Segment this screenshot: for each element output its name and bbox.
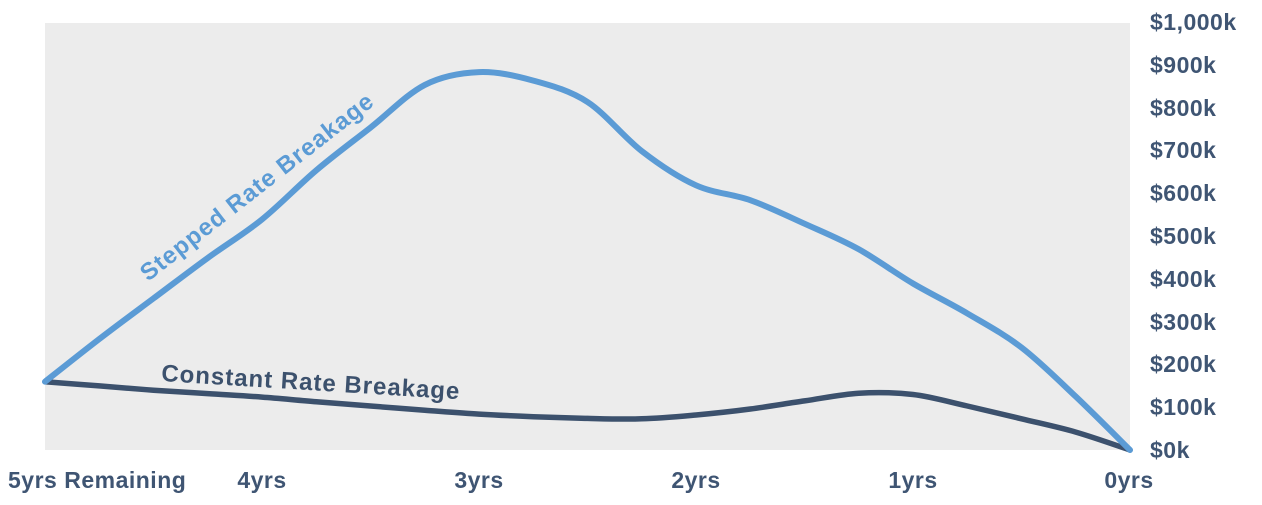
y-axis-tick-label: $800k (1150, 94, 1217, 121)
x-axis: 5yrs Remaining 4yrs 3yrs 2yrs 1yrs 0yrs (0, 465, 1262, 499)
y-axis-tick-label: $400k (1150, 265, 1217, 292)
x-axis-tick-label: 3yrs (454, 467, 504, 493)
y-axis-tick-label: $600k (1150, 180, 1217, 207)
plot-area (45, 23, 1130, 450)
y-axis-tick-label: $200k (1150, 351, 1217, 378)
x-axis-tick-label: 0yrs (1104, 467, 1154, 493)
y-axis-tick-label: $100k (1150, 394, 1217, 421)
stepped-rate-line (42, 69, 1133, 453)
constant-rate-line (42, 378, 1133, 453)
x-axis-tick-label: 4yrs (237, 467, 287, 493)
x-axis-tick-label: 2yrs (671, 467, 721, 493)
y-axis: $1,000k $900k $800k $700k $600k $500k $4… (1150, 8, 1260, 464)
y-axis-tick-label: $700k (1150, 137, 1217, 164)
x-axis-tick-label: 1yrs (888, 467, 938, 493)
y-axis-tick-label: $300k (1150, 308, 1217, 335)
y-axis-tick-label: $900k (1150, 51, 1217, 78)
x-axis-tick-label: 5yrs Remaining (8, 467, 187, 493)
y-axis-tick-label: $500k (1150, 222, 1217, 249)
y-axis-tick-label: $1,000k (1150, 9, 1237, 35)
y-axis-tick-label: $0k (1150, 436, 1190, 463)
